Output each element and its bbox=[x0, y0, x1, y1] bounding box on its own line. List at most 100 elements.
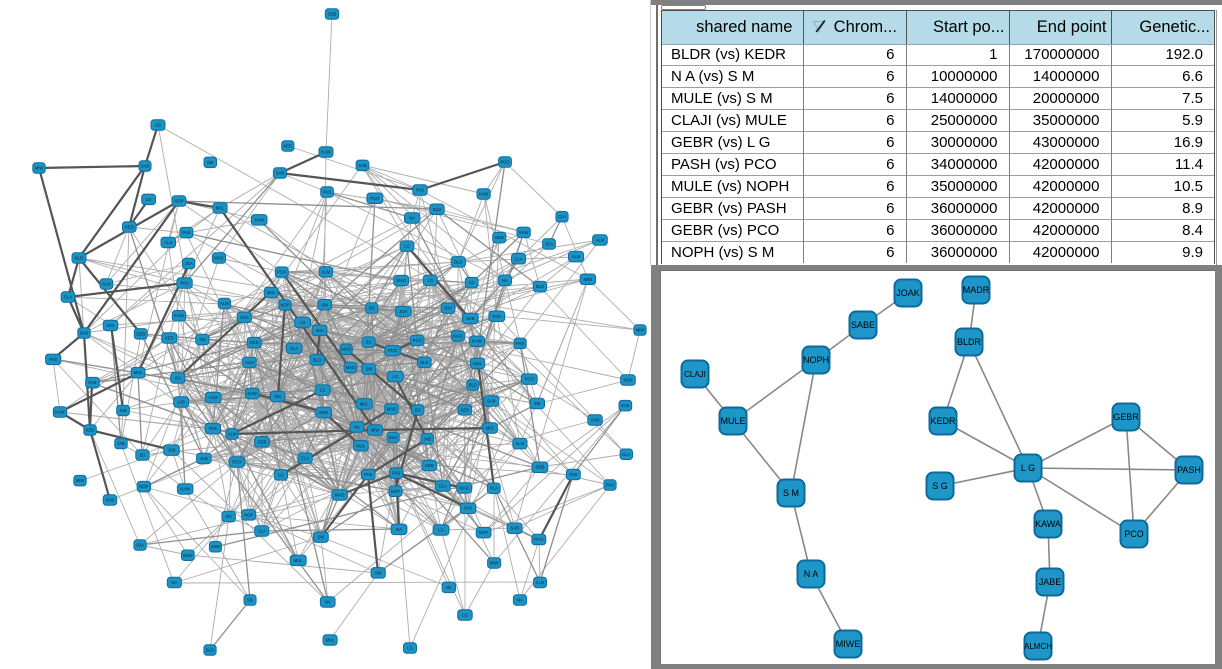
svg-text:CLA: CLA bbox=[64, 295, 72, 300]
svg-text:KAW: KAW bbox=[519, 230, 528, 235]
svg-text:NOP: NOP bbox=[174, 199, 183, 204]
svg-text:GEB: GEB bbox=[495, 235, 504, 240]
svg-text:CLA: CLA bbox=[514, 256, 522, 261]
svg-text:NOP: NOP bbox=[139, 484, 148, 489]
svg-text:SM: SM bbox=[366, 367, 373, 372]
svg-text:MUL: MUL bbox=[294, 558, 304, 563]
svg-text:KED: KED bbox=[425, 463, 434, 468]
svg-text:MIW: MIW bbox=[35, 166, 44, 171]
svg-text:NOP: NOP bbox=[479, 530, 488, 535]
svg-text:LG: LG bbox=[407, 646, 413, 651]
svg-text:ALM: ALM bbox=[245, 360, 254, 365]
svg-text:NA: NA bbox=[446, 585, 452, 590]
svg-text:LG: LG bbox=[428, 278, 434, 283]
svg-text:MUL: MUL bbox=[326, 638, 336, 643]
svg-text:MULE: MULE bbox=[720, 416, 745, 426]
svg-text:KAW: KAW bbox=[479, 192, 488, 197]
svg-text:NA: NA bbox=[396, 527, 402, 532]
svg-text:MADR: MADR bbox=[963, 285, 990, 295]
svg-text:MUL: MUL bbox=[360, 402, 370, 407]
svg-text:SM: SM bbox=[375, 570, 382, 575]
svg-text:NA: NA bbox=[171, 580, 177, 585]
svg-text:LG: LG bbox=[438, 527, 444, 532]
svg-text:MAD: MAD bbox=[183, 553, 192, 558]
svg-text:BLD: BLD bbox=[313, 357, 321, 362]
svg-text:LG: LG bbox=[404, 244, 410, 249]
svg-text:JOA: JOA bbox=[316, 328, 324, 333]
svg-text:GEB: GEB bbox=[257, 439, 266, 444]
svg-text:SG: SG bbox=[226, 514, 232, 519]
svg-text:JAB: JAB bbox=[423, 436, 431, 441]
svg-text:NA: NA bbox=[325, 600, 331, 605]
svg-text:PCO: PCO bbox=[534, 537, 544, 542]
svg-text:KEDR: KEDR bbox=[930, 416, 956, 426]
svg-text:SAB: SAB bbox=[141, 164, 150, 169]
svg-text:SG: SG bbox=[139, 453, 145, 458]
svg-text:ALMCH: ALMCH bbox=[1024, 642, 1052, 651]
svg-text:MIW: MIW bbox=[371, 428, 380, 433]
svg-text:MUL: MUL bbox=[356, 443, 366, 448]
svg-text:MUL: MUL bbox=[267, 290, 277, 295]
svg-text:JOA: JOA bbox=[136, 543, 144, 548]
svg-text:PCO: PCO bbox=[370, 196, 380, 201]
svg-text:JABE: JABE bbox=[1039, 577, 1062, 587]
svg-text:MUL: MUL bbox=[473, 361, 483, 366]
svg-text:JOA: JOA bbox=[240, 315, 248, 320]
svg-text:MIW: MIW bbox=[76, 478, 85, 483]
svg-text:CLA: CLA bbox=[439, 484, 447, 489]
svg-text:SAB: SAB bbox=[621, 403, 630, 408]
svg-text:PAS: PAS bbox=[493, 314, 501, 319]
svg-text:MAD: MAD bbox=[342, 347, 351, 352]
svg-text:KAW: KAW bbox=[321, 150, 330, 155]
svg-text:MAD: MAD bbox=[335, 493, 344, 498]
svg-text:CLA: CLA bbox=[558, 214, 566, 219]
svg-text:ALM: ALM bbox=[516, 441, 525, 446]
svg-text:JOA: JOA bbox=[399, 309, 407, 314]
svg-text:MAD: MAD bbox=[397, 278, 406, 283]
svg-text:LG: LG bbox=[469, 280, 475, 285]
svg-text:BLD: BLD bbox=[389, 435, 397, 440]
svg-text:LG: LG bbox=[320, 388, 326, 393]
svg-text:KED: KED bbox=[283, 144, 292, 149]
svg-text:CLA: CLA bbox=[301, 456, 309, 461]
svg-text:PCO: PCO bbox=[1124, 529, 1144, 539]
svg-text:SAB: SAB bbox=[591, 418, 600, 423]
svg-text:NA: NA bbox=[354, 425, 360, 430]
svg-text:BLD: BLD bbox=[536, 284, 544, 289]
svg-text:S M: S M bbox=[783, 488, 799, 498]
svg-text:JOA: JOA bbox=[185, 261, 193, 266]
svg-text:NA: NA bbox=[409, 216, 415, 221]
svg-text:KAW: KAW bbox=[255, 217, 264, 222]
svg-text:NA: NA bbox=[517, 598, 523, 603]
svg-text:PAS: PAS bbox=[209, 426, 217, 431]
svg-text:SAB: SAB bbox=[487, 399, 496, 404]
svg-text:SM: SM bbox=[534, 401, 541, 406]
svg-text:SG: SG bbox=[366, 340, 372, 345]
svg-text:SM: SM bbox=[207, 160, 214, 165]
svg-text:LG: LG bbox=[462, 613, 468, 618]
svg-text:NOP: NOP bbox=[244, 512, 253, 517]
svg-text:KED: KED bbox=[165, 336, 174, 341]
svg-text:PCO: PCO bbox=[500, 160, 510, 165]
svg-text:L G: L G bbox=[1021, 463, 1035, 473]
svg-text:KAWA: KAWA bbox=[1035, 519, 1061, 529]
svg-text:PAS: PAS bbox=[182, 230, 190, 235]
svg-text:KED: KED bbox=[250, 340, 259, 345]
svg-text:SM: SM bbox=[318, 535, 325, 540]
svg-text:PAS: PAS bbox=[88, 380, 96, 385]
svg-text:BLD: BLD bbox=[469, 383, 477, 388]
svg-text:CLAJI: CLAJI bbox=[684, 370, 706, 379]
svg-text:PCO: PCO bbox=[388, 348, 398, 353]
svg-text:GEB: GEB bbox=[536, 465, 545, 470]
svg-text:MAD: MAD bbox=[453, 334, 462, 339]
svg-text:MUL: MUL bbox=[216, 206, 226, 211]
svg-text:NA: NA bbox=[502, 278, 508, 283]
svg-text:MIW: MIW bbox=[636, 328, 645, 333]
svg-text:LG: LG bbox=[393, 374, 399, 379]
svg-text:ALM: ALM bbox=[220, 301, 229, 306]
svg-text:MAD: MAD bbox=[214, 256, 223, 261]
svg-text:MUL: MUL bbox=[486, 426, 496, 431]
svg-text:NOP: NOP bbox=[623, 378, 632, 383]
svg-text:BLD: BLD bbox=[206, 648, 214, 653]
svg-text:PAS: PAS bbox=[416, 188, 424, 193]
